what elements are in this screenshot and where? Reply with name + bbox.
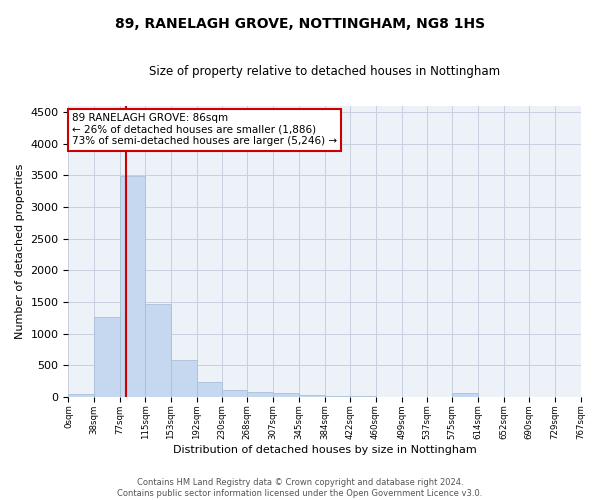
Text: Contains HM Land Registry data © Crown copyright and database right 2024.
Contai: Contains HM Land Registry data © Crown c… (118, 478, 482, 498)
Bar (68, 394, 94, 397)
Bar (222, 390, 247, 397)
Bar (325, 396, 350, 397)
Bar (247, 392, 274, 397)
Bar (274, 394, 299, 397)
Bar (350, 396, 376, 397)
Bar (170, 360, 197, 397)
Bar (94, 317, 120, 397)
Bar (452, 393, 478, 397)
X-axis label: Distribution of detached houses by size in Nottingham: Distribution of detached houses by size … (173, 445, 476, 455)
Y-axis label: Number of detached properties: Number of detached properties (15, 164, 25, 339)
Bar (299, 395, 325, 397)
Text: 89 RANELAGH GROVE: 86sqm
← 26% of detached houses are smaller (1,886)
73% of sem: 89 RANELAGH GROVE: 86sqm ← 26% of detach… (72, 113, 337, 146)
Bar (120, 176, 145, 397)
Bar (145, 304, 170, 397)
Title: Size of property relative to detached houses in Nottingham: Size of property relative to detached ho… (149, 65, 500, 78)
Text: 89, RANELAGH GROVE, NOTTINGHAM, NG8 1HS: 89, RANELAGH GROVE, NOTTINGHAM, NG8 1HS (115, 18, 485, 32)
Bar (197, 382, 222, 397)
